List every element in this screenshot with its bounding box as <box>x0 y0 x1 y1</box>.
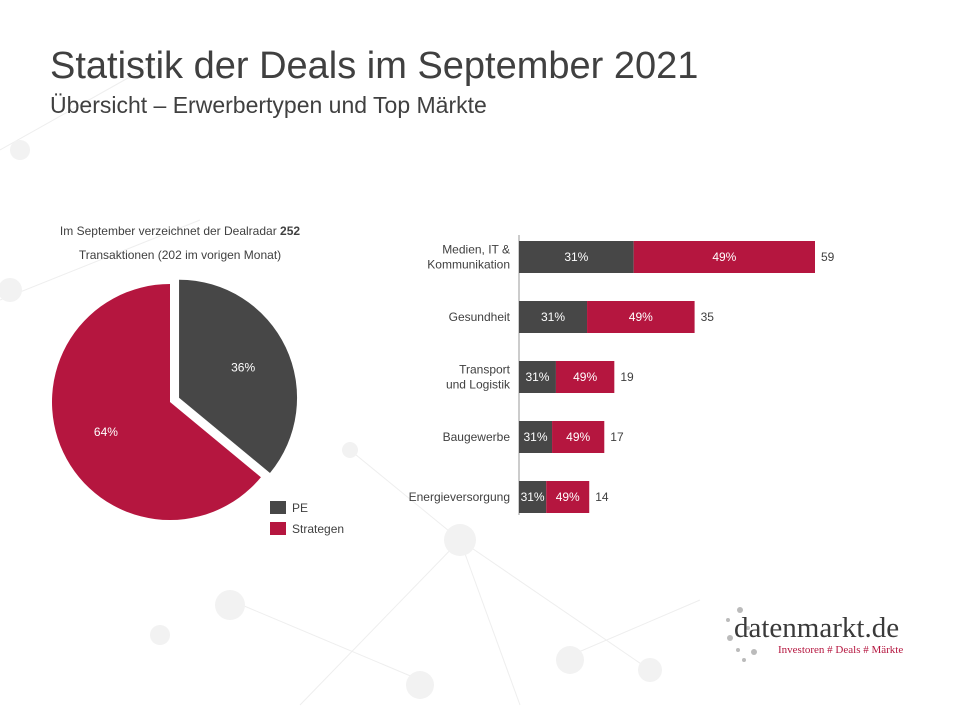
bar-total: 59 <box>821 250 835 264</box>
legend-label: PE <box>292 501 308 515</box>
bar-total: 14 <box>595 490 609 504</box>
bar-label: 31% <box>541 310 565 324</box>
bar-chart: 31% 49% 59 Medien, IT &Kommunikation 31% 49% 3… <box>409 235 835 515</box>
category-label: und Logistik <box>446 378 511 392</box>
bar-segment-pe <box>519 421 553 453</box>
logo-dots-icon <box>726 607 757 662</box>
logo-tagline: Investoren # Deals # Märkte <box>778 644 904 656</box>
logo-name: datenmarkt.de <box>734 612 900 644</box>
category-label: Transport <box>459 363 511 377</box>
bar-label: 31% <box>521 490 545 504</box>
bar-label: 31% <box>564 250 588 264</box>
category-label: Medien, IT & <box>442 243 510 257</box>
bar-segment-pe <box>519 361 556 393</box>
bar-label: 31% <box>525 370 549 384</box>
pie-label: 36% <box>231 361 255 375</box>
category-label: Baugewerbe <box>443 430 511 444</box>
bar-segment-strategen <box>587 301 695 333</box>
datenmarkt-logo: datenmarkt.de Investoren # Deals # Märkt… <box>720 604 920 664</box>
summary-text: Im September verzeichnet der Dealradar <box>59 224 281 238</box>
pie-slice-pe <box>179 279 298 473</box>
category-label: Kommunikation <box>427 258 510 272</box>
bar-segment-pe <box>519 241 634 273</box>
bar-label: 49% <box>573 370 597 384</box>
bar-label: 49% <box>712 250 736 264</box>
bar-label: 49% <box>556 490 580 504</box>
bar-label: 31% <box>524 430 548 444</box>
bar-total: 19 <box>620 370 634 384</box>
bar-segment-strategen <box>552 421 605 453</box>
category-label: Energieversorgung <box>409 490 510 504</box>
bar-total: 35 <box>701 310 715 324</box>
pie-chart: 36% 64% PE Strategen <box>51 279 344 536</box>
summary-line-2: Transaktionen (202 im vorigen Monat) <box>78 248 282 262</box>
bar-segment-pe <box>519 301 588 333</box>
bar-segment-strategen <box>633 241 815 273</box>
bar-segment-strategen <box>546 481 590 513</box>
page-title: Statistik der Deals im September 2021 <box>50 45 699 87</box>
bar-total: 17 <box>610 430 624 444</box>
deal-count: 252 <box>280 224 301 238</box>
page-subtitle: Übersicht – Erwerbertypen und Top Märkte <box>50 92 487 118</box>
bar-label: 49% <box>566 430 590 444</box>
category-label: Gesundheit <box>449 310 511 324</box>
pie-label: 64% <box>94 425 118 439</box>
legend-swatch-strategen <box>270 522 286 535</box>
bar-segment-strategen <box>555 361 615 393</box>
legend-label: Strategen <box>292 522 344 536</box>
pie-slice-strategen <box>51 284 261 520</box>
legend-swatch-pe <box>270 501 286 514</box>
bar-label: 49% <box>629 310 653 324</box>
bar-segment-pe <box>519 481 547 513</box>
summary-line-1: Im September verzeichnet der Dealradar 2… <box>30 224 330 239</box>
